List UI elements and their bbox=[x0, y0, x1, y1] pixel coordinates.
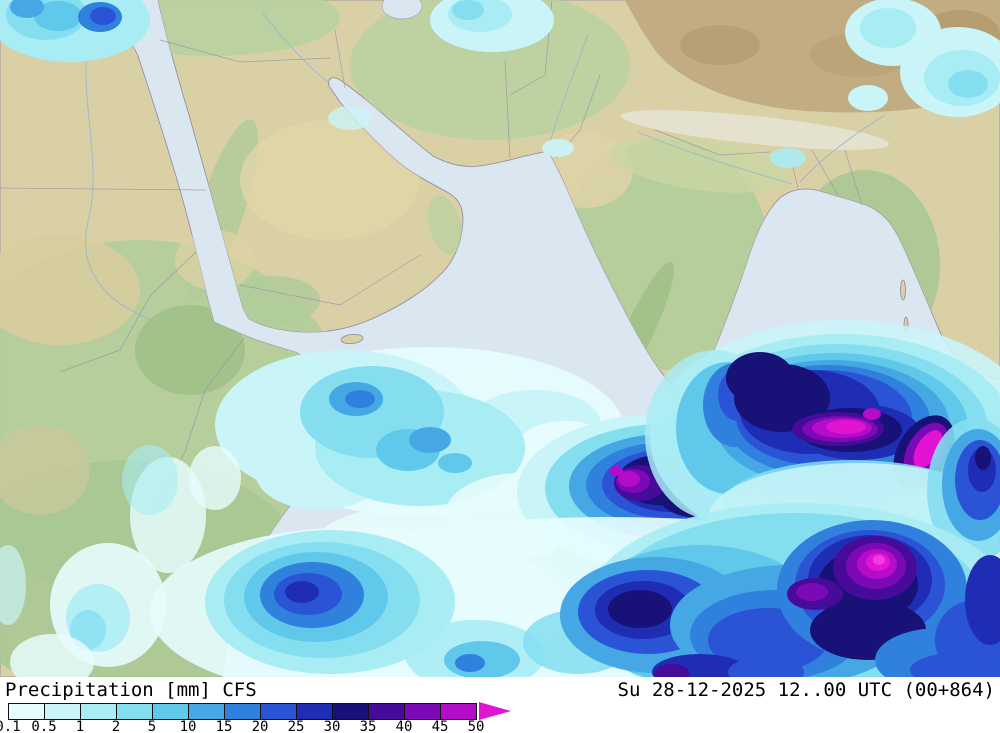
scale-label: 50 bbox=[467, 719, 485, 733]
island-andaman bbox=[900, 279, 906, 301]
scale-cell bbox=[405, 704, 441, 719]
scale-label: 25 bbox=[287, 719, 305, 733]
scale-label: 0.1 bbox=[0, 719, 21, 733]
scale-cell bbox=[45, 704, 81, 719]
scale-cell bbox=[153, 704, 189, 719]
scale-cell bbox=[441, 704, 476, 719]
country-borders bbox=[0, 0, 863, 521]
precipitation-areas bbox=[0, 0, 1000, 677]
caspian-sea bbox=[381, 0, 423, 20]
rivers bbox=[85, 11, 886, 321]
valid-time-label: Su 28-12-2025 12..00 UTC (00+864) bbox=[617, 679, 996, 701]
scale-cell bbox=[261, 704, 297, 719]
legend-bar: Precipitation [mm] CFS Su 28-12-2025 12.… bbox=[0, 677, 1000, 733]
scale-label: 0.5 bbox=[31, 719, 57, 733]
scale-cell bbox=[117, 704, 153, 719]
map-svg bbox=[0, 0, 1000, 677]
island-socotra bbox=[340, 333, 364, 345]
precipitation-map bbox=[0, 0, 1000, 677]
scale-label: 20 bbox=[251, 719, 269, 733]
scale-label: 10 bbox=[179, 719, 197, 733]
scale-label: 40 bbox=[395, 719, 413, 733]
scale-label: 45 bbox=[431, 719, 449, 733]
legend-title: Precipitation [mm] CFS bbox=[5, 679, 257, 701]
scale-cell bbox=[189, 704, 225, 719]
scale-cell bbox=[333, 704, 369, 719]
color-scale-arrow bbox=[479, 702, 511, 720]
scale-label: 2 bbox=[111, 719, 121, 733]
scale-label: 5 bbox=[147, 719, 157, 733]
scale-label: 15 bbox=[215, 719, 233, 733]
scale-cell bbox=[81, 704, 117, 719]
scale-cell bbox=[369, 704, 405, 719]
scale-label: 35 bbox=[359, 719, 377, 733]
scale-cell bbox=[9, 704, 45, 719]
scale-label: 30 bbox=[323, 719, 341, 733]
scale-label: 1 bbox=[75, 719, 85, 733]
color-scale-bar bbox=[8, 703, 477, 720]
scale-cell bbox=[297, 704, 333, 719]
scale-cell bbox=[225, 704, 261, 719]
